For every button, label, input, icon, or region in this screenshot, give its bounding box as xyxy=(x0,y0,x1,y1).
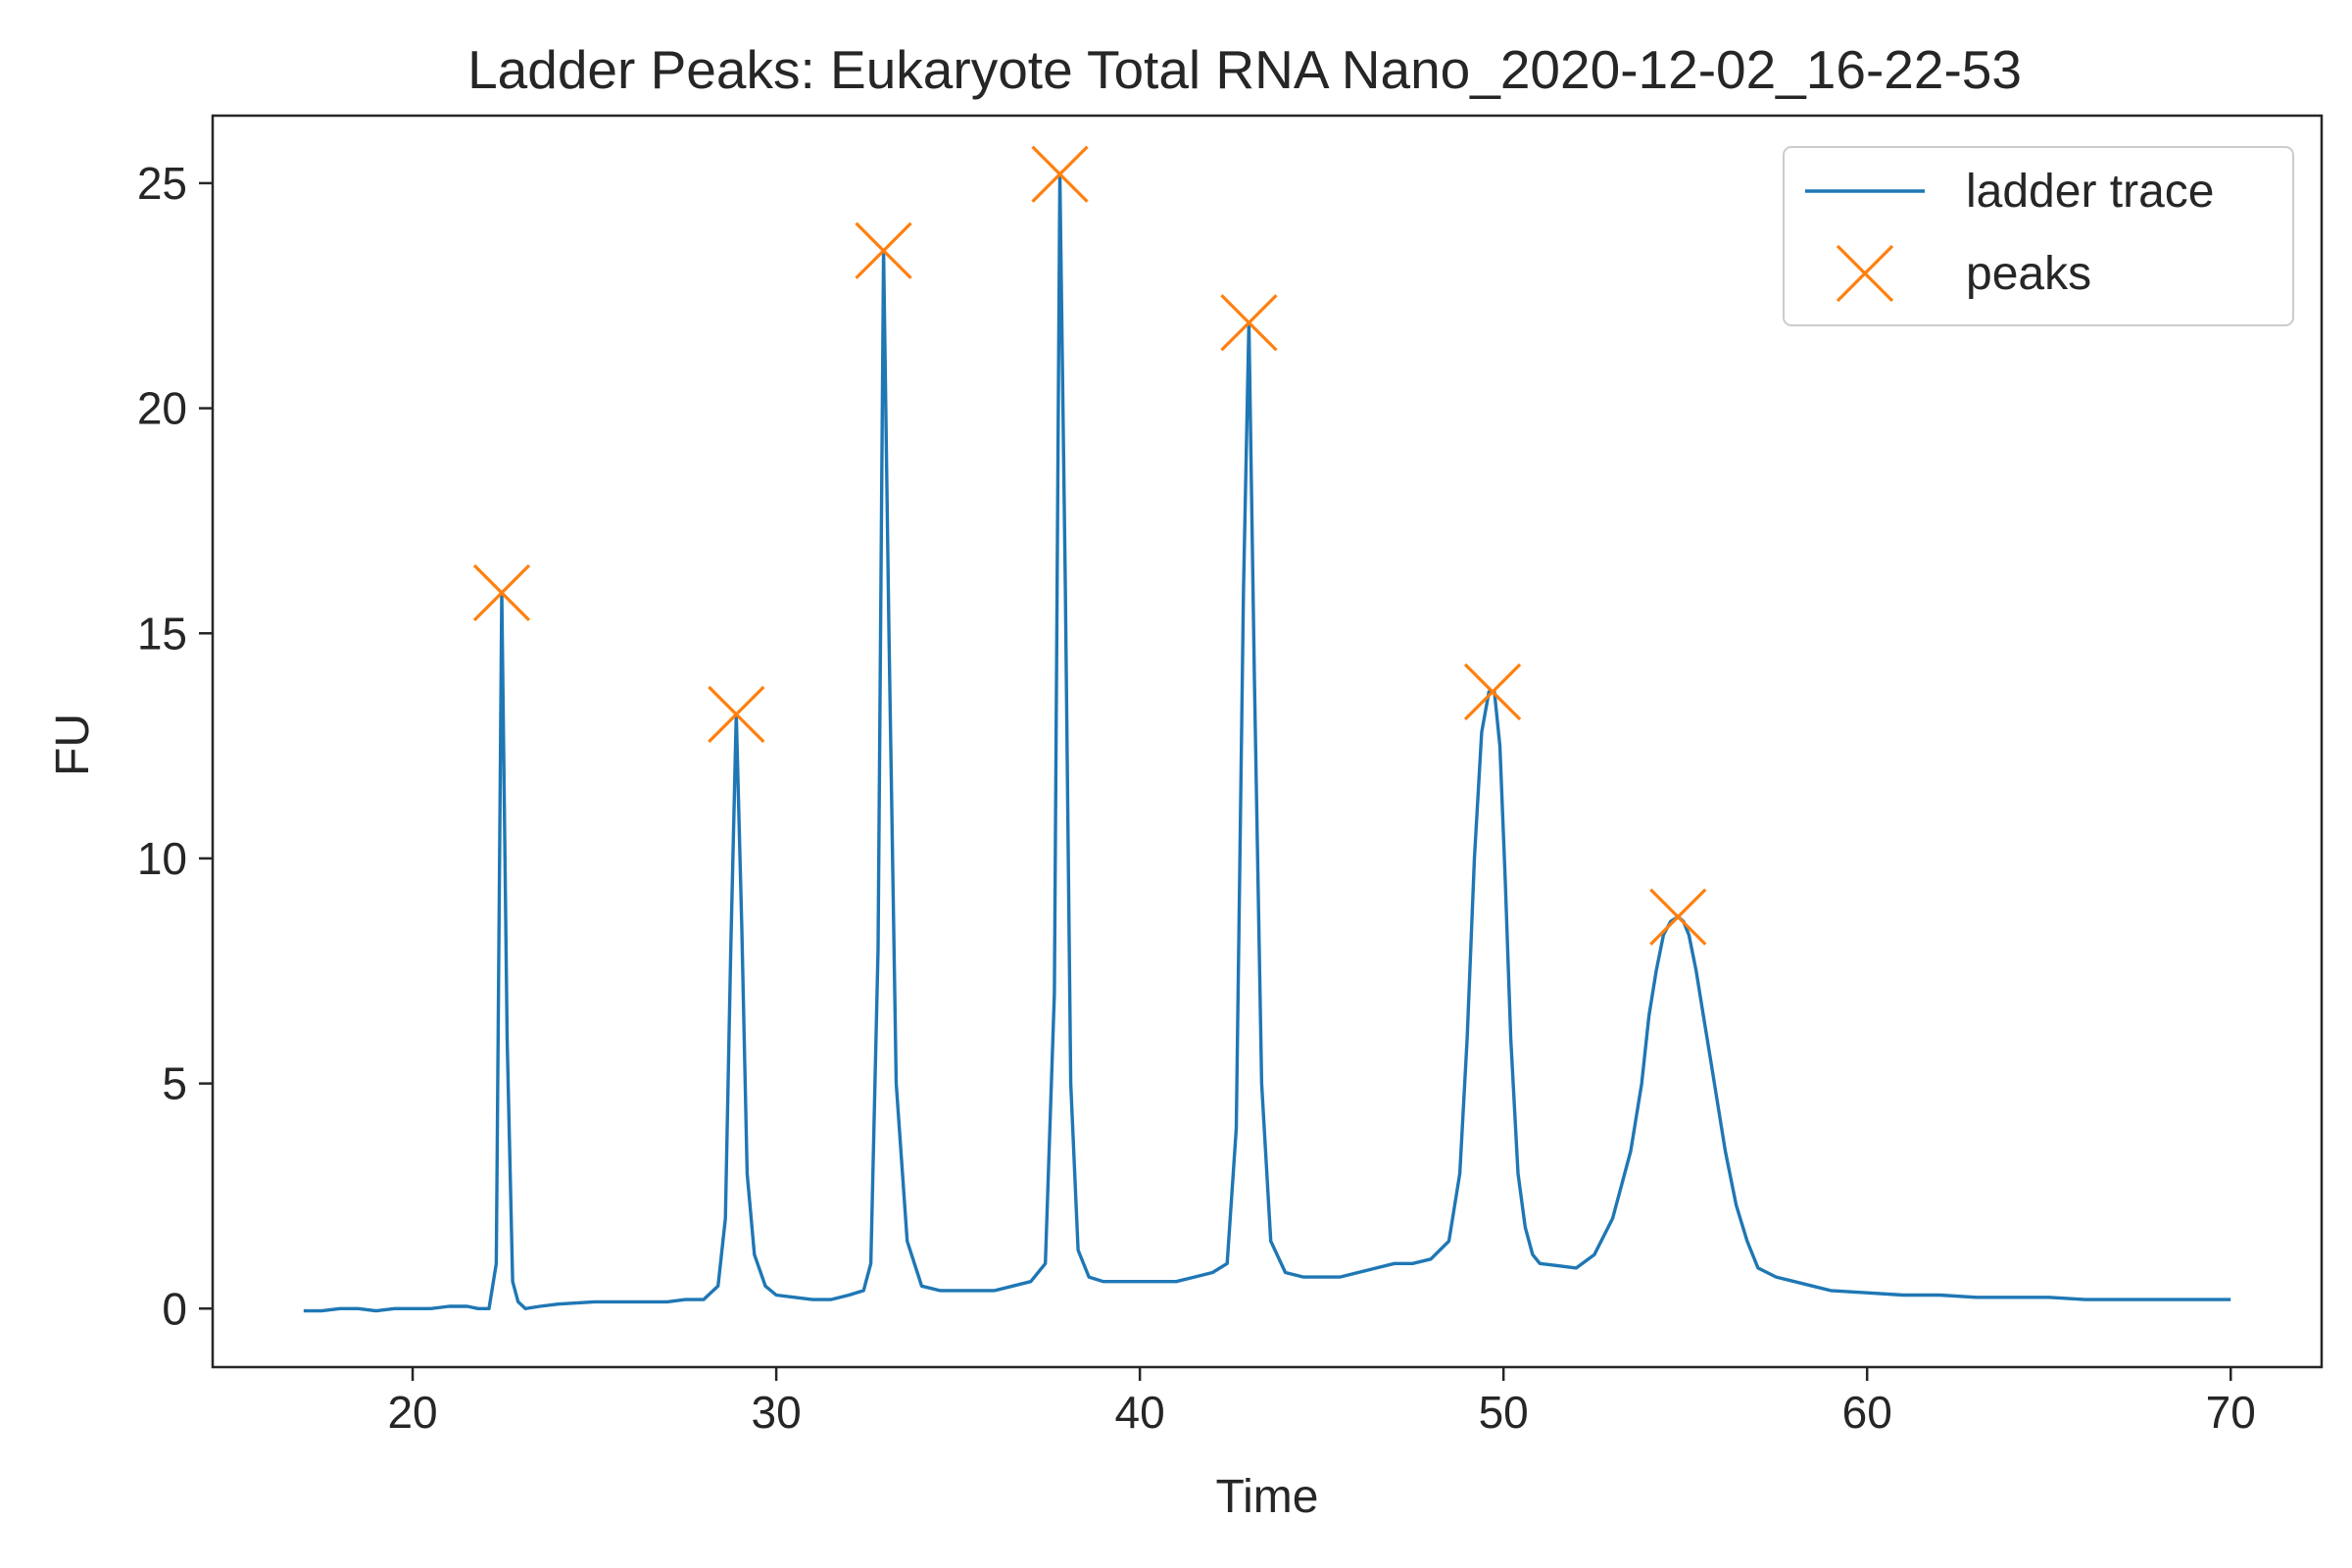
y-axis-ticks: 0 5 10 15 20 25 xyxy=(137,158,213,1334)
x-tick-label: 40 xyxy=(1115,1387,1165,1438)
x-tick-label: 20 xyxy=(387,1387,437,1438)
x-tick-label: 70 xyxy=(2206,1387,2256,1438)
y-tick-label: 5 xyxy=(162,1058,187,1109)
y-tick-label: 20 xyxy=(137,383,187,434)
peak-marker xyxy=(1649,888,1707,946)
peak-markers xyxy=(472,145,1707,946)
peak-marker xyxy=(472,564,531,622)
x-axis-label: Time xyxy=(1216,1471,1319,1523)
peak-marker xyxy=(708,685,765,744)
legend-peak-marker xyxy=(1836,244,1894,303)
plot-frame xyxy=(211,114,2324,1369)
ladder-trace-line xyxy=(303,172,2231,1313)
legend-peaks-label: peaks xyxy=(1966,248,2091,300)
legend-trace-label: ladder trace xyxy=(1966,166,2214,218)
peak-marker xyxy=(1463,662,1522,721)
legend-peaks-swatch xyxy=(1836,244,1894,303)
x-axis-ticks: 20 30 40 50 60 70 xyxy=(387,1367,2256,1438)
peak-marker xyxy=(1220,294,1278,352)
x-tick-label: 50 xyxy=(1479,1387,1529,1438)
x-tick-label: 60 xyxy=(1842,1387,1892,1438)
peak-marker xyxy=(1031,145,1089,203)
chart-title: Ladder Peaks: Eukaryote Total RNA Nano_2… xyxy=(467,39,2022,100)
y-tick-label: 10 xyxy=(137,833,187,884)
y-tick-label: 15 xyxy=(137,608,187,659)
peak-marker xyxy=(855,221,912,279)
y-tick-label: 25 xyxy=(137,158,187,209)
plot-area xyxy=(303,145,2231,1313)
y-axis-label: FU xyxy=(47,713,99,776)
y-tick-label: 0 xyxy=(162,1283,187,1334)
x-tick-label: 30 xyxy=(752,1387,802,1438)
legend: ladder trace peaks xyxy=(1783,146,2294,326)
